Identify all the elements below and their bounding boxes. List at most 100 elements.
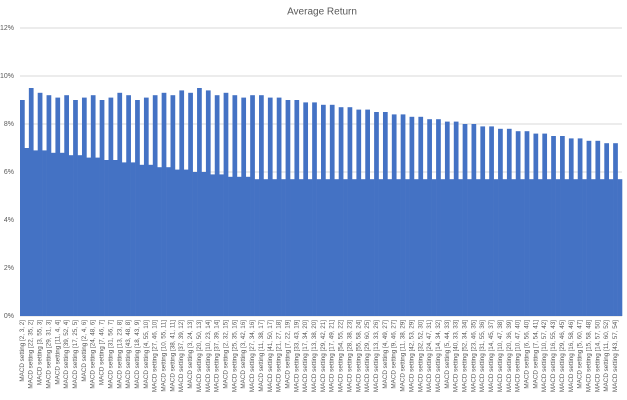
x-tick-label: MACD setting [40, 33, 33] bbox=[453, 320, 460, 392]
bar bbox=[467, 179, 472, 316]
x-tick-label: MACD setting [17, 49, 21] bbox=[329, 320, 336, 392]
x-tick-label: MACD setting [14, 57, 50] bbox=[594, 320, 601, 392]
bar bbox=[458, 179, 463, 316]
x-tick-label: MACD setting [27, 34, 16] bbox=[249, 320, 256, 392]
bar bbox=[219, 174, 224, 316]
bar bbox=[462, 124, 468, 316]
bar bbox=[343, 179, 348, 316]
bar bbox=[409, 116, 415, 316]
bar bbox=[511, 179, 517, 316]
x-tick-label: MACD setting [17, 34, 20] bbox=[302, 320, 309, 392]
bar bbox=[312, 102, 317, 317]
x-tick-label: MACD setting [37, 39, 12] bbox=[178, 320, 185, 392]
bar bbox=[298, 179, 304, 316]
bar bbox=[489, 126, 494, 317]
bar bbox=[157, 167, 162, 316]
x-tick-label: MACD setting [10, 47, 40] bbox=[515, 320, 522, 392]
bar bbox=[143, 97, 149, 316]
x-tick-label: MACD setting [4, 49, 27] bbox=[382, 320, 389, 389]
x-tick-label: MACD setting [22, 35, 2] bbox=[28, 320, 35, 389]
x-tick-label: MACD setting [20, 50, 13] bbox=[196, 320, 203, 392]
bar bbox=[356, 109, 362, 316]
x-tick-label: MACD setting [33, 43, 19] bbox=[293, 320, 300, 392]
bar bbox=[365, 109, 370, 316]
x-tick-label: MACD setting [10, 47, 38] bbox=[497, 320, 504, 392]
bar bbox=[77, 155, 83, 316]
bar bbox=[108, 97, 114, 316]
bar bbox=[338, 107, 344, 316]
bar bbox=[573, 179, 579, 316]
bar bbox=[166, 167, 171, 316]
bar bbox=[112, 160, 118, 316]
bar bbox=[484, 179, 490, 316]
x-tick-label: MACD setting [18, 43, 9] bbox=[134, 320, 141, 389]
bar bbox=[542, 133, 548, 316]
bar bbox=[214, 95, 220, 316]
x-tick-label: MACD setting [55, 58, 24] bbox=[355, 320, 362, 392]
bar bbox=[81, 97, 87, 316]
bar bbox=[192, 172, 198, 316]
x-tick-label: MACD setting [7, 22, 19] bbox=[284, 320, 291, 389]
bar bbox=[427, 119, 432, 316]
bar bbox=[95, 157, 100, 316]
bar bbox=[436, 119, 441, 316]
bar bbox=[449, 179, 455, 316]
bar bbox=[396, 179, 401, 316]
bar bbox=[241, 97, 247, 316]
bar bbox=[210, 174, 216, 316]
x-tick-label: MACD setting [27, 46, 10] bbox=[152, 320, 159, 392]
bar bbox=[405, 179, 410, 316]
bar bbox=[422, 179, 428, 316]
x-tick-label: MACD setting [28, 38, 23] bbox=[346, 320, 353, 392]
bar bbox=[174, 169, 180, 316]
x-tick-label: MACD setting [29, 31, 3] bbox=[45, 320, 52, 389]
x-tick-label: MACD setting [3, 42, 16] bbox=[240, 320, 247, 389]
x-tick-label: MACD setting [7, 46, 7] bbox=[99, 320, 106, 385]
bar bbox=[201, 172, 207, 316]
x-tick-label: MACD setting [10, 55, 11] bbox=[161, 320, 168, 392]
bar bbox=[515, 131, 521, 316]
x-tick-label: MACD setting [6, 56, 40] bbox=[524, 320, 531, 389]
bar bbox=[161, 92, 167, 316]
bar bbox=[236, 176, 242, 316]
bar bbox=[139, 164, 145, 316]
y-tick-label: 10% bbox=[0, 73, 14, 80]
bar bbox=[130, 162, 136, 316]
x-tick-label: MACD setting [17, 25, 5] bbox=[72, 320, 79, 389]
x-tick-label: MACD setting [13, 23, 8] bbox=[116, 320, 123, 389]
x-tick-label: MACD setting [10, 23, 14] bbox=[205, 320, 212, 392]
bar bbox=[135, 100, 140, 316]
bar bbox=[471, 124, 477, 316]
bar bbox=[303, 102, 309, 317]
bar bbox=[316, 179, 322, 316]
bar bbox=[64, 95, 69, 316]
x-tick-label: MACD setting [39, 52, 4] bbox=[63, 320, 70, 389]
x-tick-label: MACD setting [54, 55, 22] bbox=[338, 320, 345, 392]
bar bbox=[325, 179, 331, 316]
x-tick-label: MACD setting [25, 35, 16] bbox=[231, 320, 238, 392]
x-tick-label: MACD setting [21, 27, 18] bbox=[276, 320, 283, 392]
bar bbox=[560, 136, 565, 316]
bar bbox=[37, 92, 43, 316]
x-tick-label: MACD setting [5, 44, 33] bbox=[444, 320, 451, 389]
bar bbox=[259, 95, 264, 316]
bar bbox=[179, 90, 185, 317]
x-tick-label: MACD setting [2, 32, 15] bbox=[223, 320, 230, 389]
bar bbox=[564, 179, 570, 316]
bar bbox=[360, 179, 366, 316]
bar bbox=[382, 112, 388, 316]
bar bbox=[577, 138, 583, 316]
bar bbox=[418, 116, 424, 316]
x-tick-label: MACD setting [2, 3, 2] bbox=[19, 320, 26, 382]
bar bbox=[126, 95, 131, 316]
bar bbox=[285, 100, 291, 316]
x-tick-label: MACD setting [14, 34, 32] bbox=[435, 320, 442, 392]
y-tick-label: 2% bbox=[4, 265, 14, 272]
x-tick-label: MACD setting [11, 4, 4] bbox=[54, 320, 61, 385]
x-tick-label: MACD setting [52, 34, 34] bbox=[462, 320, 469, 392]
x-tick-label: MACD setting [15, 58, 48] bbox=[585, 320, 592, 392]
bar bbox=[245, 176, 251, 316]
x-tick-label: MACD setting [13, 33, 26] bbox=[373, 320, 380, 392]
x-tick-label: MACD setting [4, 55, 10] bbox=[143, 320, 150, 389]
x-tick-label: MACD setting [42, 53, 29] bbox=[408, 320, 415, 392]
